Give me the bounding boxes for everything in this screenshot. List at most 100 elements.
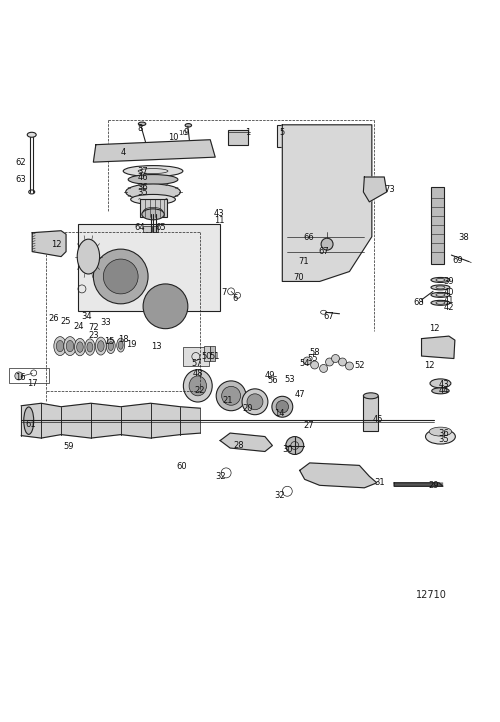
Text: 42: 42 bbox=[444, 303, 454, 313]
Ellipse shape bbox=[364, 393, 378, 399]
Ellipse shape bbox=[138, 122, 146, 126]
Circle shape bbox=[303, 357, 311, 365]
Text: 57: 57 bbox=[191, 359, 202, 368]
Text: 23: 23 bbox=[88, 331, 99, 339]
Text: 56: 56 bbox=[267, 376, 278, 386]
Ellipse shape bbox=[87, 342, 93, 352]
Circle shape bbox=[338, 358, 346, 366]
Bar bbox=[204, 346, 210, 361]
Polygon shape bbox=[394, 483, 443, 487]
Circle shape bbox=[320, 365, 328, 373]
Bar bbox=[210, 346, 215, 361]
Text: 18: 18 bbox=[118, 335, 128, 344]
Text: 54: 54 bbox=[300, 359, 310, 368]
Polygon shape bbox=[282, 125, 372, 282]
Text: 38: 38 bbox=[458, 233, 469, 242]
Ellipse shape bbox=[222, 386, 240, 405]
Text: 65: 65 bbox=[155, 223, 166, 232]
Text: 8: 8 bbox=[137, 124, 142, 134]
Bar bbox=[152, 226, 158, 232]
Text: 44: 44 bbox=[438, 386, 449, 396]
Ellipse shape bbox=[429, 427, 452, 436]
Text: 49: 49 bbox=[264, 371, 275, 380]
Text: 58: 58 bbox=[310, 347, 320, 357]
Ellipse shape bbox=[426, 429, 456, 444]
Ellipse shape bbox=[431, 292, 450, 297]
Polygon shape bbox=[364, 177, 386, 202]
Text: 48: 48 bbox=[192, 369, 203, 378]
Text: 31: 31 bbox=[374, 478, 384, 487]
Text: 19: 19 bbox=[126, 340, 137, 349]
Text: 12: 12 bbox=[424, 362, 434, 370]
Bar bbox=[285, 125, 291, 132]
Text: 20: 20 bbox=[242, 404, 253, 413]
Ellipse shape bbox=[276, 401, 288, 413]
Text: 21: 21 bbox=[222, 396, 233, 405]
Text: 34: 34 bbox=[82, 312, 92, 321]
Text: 61: 61 bbox=[25, 420, 35, 429]
Ellipse shape bbox=[76, 342, 83, 352]
Circle shape bbox=[321, 238, 333, 250]
Text: 43: 43 bbox=[438, 380, 449, 389]
Polygon shape bbox=[422, 336, 455, 359]
Text: 62: 62 bbox=[15, 157, 26, 167]
Bar bbox=[78, 225, 220, 311]
Text: 15: 15 bbox=[104, 336, 115, 346]
Text: 41: 41 bbox=[444, 296, 454, 305]
Text: 7: 7 bbox=[222, 288, 227, 297]
Ellipse shape bbox=[24, 407, 34, 435]
Text: 24: 24 bbox=[73, 322, 84, 331]
Bar bbox=[9, 368, 48, 383]
Text: 46: 46 bbox=[138, 173, 148, 181]
Text: 53: 53 bbox=[284, 375, 295, 384]
Text: 22: 22 bbox=[194, 386, 204, 396]
Bar bbox=[140, 199, 167, 217]
Ellipse shape bbox=[431, 300, 450, 305]
Text: 50: 50 bbox=[201, 352, 211, 360]
Text: 30: 30 bbox=[282, 445, 292, 454]
Ellipse shape bbox=[126, 184, 180, 200]
Ellipse shape bbox=[64, 336, 76, 355]
Text: 63: 63 bbox=[15, 175, 26, 184]
Ellipse shape bbox=[430, 379, 451, 388]
Text: 40: 40 bbox=[444, 288, 454, 297]
Text: 13: 13 bbox=[151, 342, 162, 351]
Polygon shape bbox=[300, 463, 377, 488]
Ellipse shape bbox=[108, 342, 114, 351]
Ellipse shape bbox=[123, 165, 183, 177]
Circle shape bbox=[332, 355, 340, 362]
Text: 47: 47 bbox=[294, 391, 305, 399]
Text: 10: 10 bbox=[168, 133, 178, 142]
Text: 26: 26 bbox=[48, 314, 59, 323]
Ellipse shape bbox=[27, 132, 36, 137]
Text: 45: 45 bbox=[373, 415, 384, 424]
Text: 67: 67 bbox=[323, 312, 334, 321]
Polygon shape bbox=[61, 404, 91, 438]
Bar bbox=[228, 130, 248, 144]
Text: 12: 12 bbox=[428, 324, 439, 333]
Circle shape bbox=[104, 259, 138, 294]
Ellipse shape bbox=[128, 175, 178, 185]
Bar bbox=[364, 396, 378, 430]
Ellipse shape bbox=[185, 123, 192, 127]
Polygon shape bbox=[220, 433, 272, 451]
Ellipse shape bbox=[74, 339, 86, 356]
Text: 16: 16 bbox=[15, 373, 26, 383]
Text: 14: 14 bbox=[274, 409, 285, 418]
Text: 5: 5 bbox=[280, 128, 285, 136]
Text: 27: 27 bbox=[304, 421, 314, 430]
Polygon shape bbox=[150, 404, 180, 438]
Ellipse shape bbox=[54, 336, 66, 355]
Text: 28: 28 bbox=[234, 441, 244, 450]
Text: 33: 33 bbox=[100, 318, 111, 327]
Ellipse shape bbox=[242, 389, 268, 414]
Polygon shape bbox=[32, 231, 66, 256]
Text: 43: 43 bbox=[214, 209, 224, 218]
Circle shape bbox=[310, 361, 318, 369]
Text: 35: 35 bbox=[138, 188, 148, 197]
Polygon shape bbox=[22, 404, 41, 438]
Text: 10: 10 bbox=[178, 130, 187, 136]
Ellipse shape bbox=[96, 337, 106, 355]
Polygon shape bbox=[180, 406, 201, 435]
Circle shape bbox=[143, 284, 188, 329]
